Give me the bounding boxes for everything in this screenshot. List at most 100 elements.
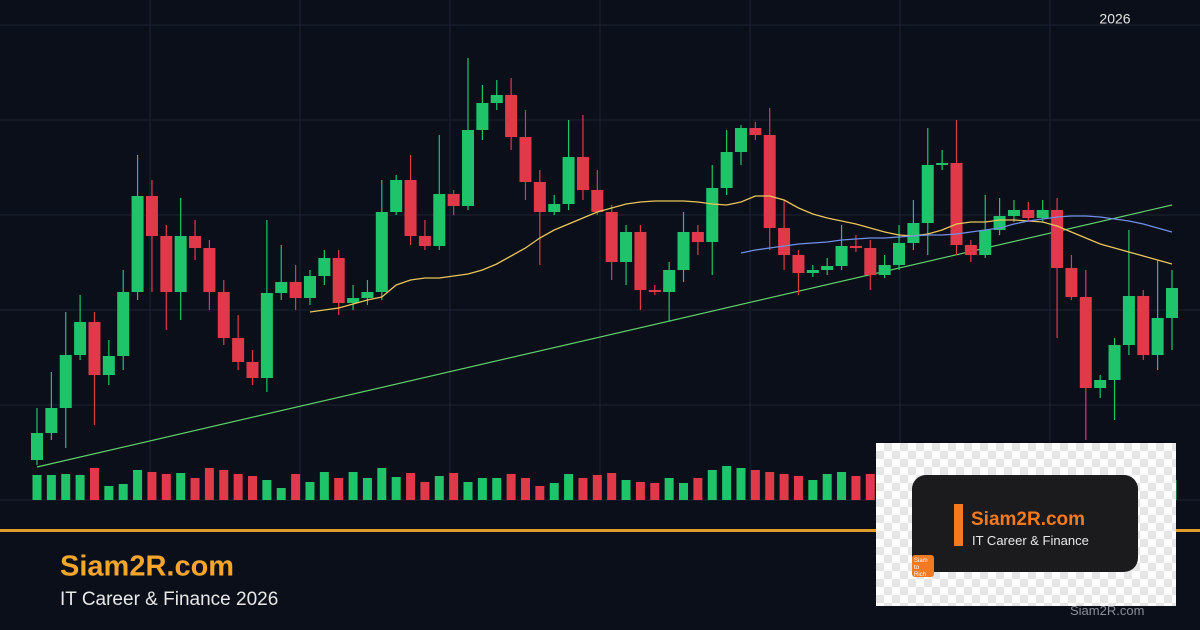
candle-body xyxy=(375,212,388,292)
candle-body xyxy=(792,255,805,273)
volume-bar xyxy=(506,474,516,500)
volume-bar xyxy=(793,476,803,500)
candle-body xyxy=(232,338,245,362)
candle-body xyxy=(1007,210,1020,216)
volume-bar xyxy=(89,468,99,500)
candle-body xyxy=(303,276,316,298)
volume-bar xyxy=(635,482,645,500)
candle-body xyxy=(519,137,532,182)
volume-bar xyxy=(463,482,473,500)
trend-line xyxy=(36,204,1173,468)
volume-bar xyxy=(779,474,789,500)
volume-bar xyxy=(822,474,832,500)
volume-bar xyxy=(492,478,502,500)
candle-body xyxy=(691,232,704,242)
candle-body xyxy=(634,232,647,290)
logo-icon: Siam to Rich xyxy=(912,555,934,578)
moving-average xyxy=(740,215,1173,254)
candle-body xyxy=(1122,296,1135,345)
candle-body xyxy=(835,246,848,266)
candle-body xyxy=(447,194,460,206)
volume-bar xyxy=(693,478,703,500)
candle-body xyxy=(318,258,331,276)
volume-bar xyxy=(707,470,717,500)
candle-body xyxy=(1051,210,1064,268)
candle-body xyxy=(720,152,733,188)
candle-body xyxy=(749,128,762,135)
volume-bar xyxy=(61,474,71,500)
candle-body xyxy=(217,292,230,338)
volume-bar xyxy=(204,468,214,500)
candle-body xyxy=(45,408,58,433)
candle-body xyxy=(117,292,130,356)
candle-body xyxy=(548,204,561,212)
volume-bar xyxy=(549,483,559,500)
volume-bar xyxy=(334,478,344,500)
candle-body xyxy=(289,282,302,298)
candle-body xyxy=(849,246,862,248)
candle-body xyxy=(921,165,934,223)
brand-title: Siam2R.com xyxy=(60,551,234,583)
volume-bar xyxy=(262,480,272,500)
candle-body xyxy=(1137,296,1150,355)
volume-bar xyxy=(348,472,358,500)
candle-body xyxy=(1166,288,1178,318)
volume-bar xyxy=(765,472,775,500)
volume-bar xyxy=(736,468,746,500)
candle-body xyxy=(361,292,374,298)
candle-body xyxy=(864,248,877,275)
candle-body xyxy=(1022,210,1035,218)
candle-body xyxy=(203,248,216,292)
volume-bar xyxy=(291,474,301,500)
volume-bar xyxy=(578,478,588,500)
volume-bar xyxy=(679,483,689,500)
candle-body xyxy=(433,194,446,246)
candle-body xyxy=(88,322,101,375)
volume-bar xyxy=(592,475,602,500)
volume-bar xyxy=(535,486,545,500)
candle-body xyxy=(189,236,202,248)
volume-bar xyxy=(477,478,487,500)
candle-body xyxy=(404,180,417,236)
candle-body xyxy=(778,228,791,255)
candle-body xyxy=(462,130,475,206)
candle-body xyxy=(145,196,158,236)
candle-body xyxy=(979,230,992,255)
volume-bar xyxy=(664,478,674,500)
candle-body xyxy=(347,298,360,303)
volume-bar xyxy=(722,466,732,500)
volume-bar xyxy=(865,474,875,500)
candle-body xyxy=(878,265,891,275)
candle-body xyxy=(706,188,719,242)
volume-bar xyxy=(607,473,617,500)
volume-bar xyxy=(808,480,818,500)
candle-body xyxy=(734,128,747,152)
candle-body xyxy=(490,95,503,103)
candle-body xyxy=(476,103,489,130)
candle-body xyxy=(677,232,690,270)
candle-body xyxy=(418,236,431,246)
volume-bar xyxy=(161,474,171,500)
candle-body xyxy=(936,163,949,165)
volume-bar xyxy=(305,482,315,500)
volume-bar xyxy=(46,475,56,500)
candle-body xyxy=(59,355,72,408)
volume-bar xyxy=(851,476,861,500)
candle-body xyxy=(907,223,920,243)
volume-bar xyxy=(147,472,157,500)
candle-body xyxy=(131,196,144,292)
logo-bar xyxy=(954,504,963,546)
candle-body xyxy=(160,236,173,292)
logo-card: Siam2R.com IT Career & Finance Siam to R… xyxy=(876,443,1176,606)
card-subtitle: IT Career & Finance xyxy=(972,533,1089,548)
volume-bar xyxy=(520,478,530,500)
volume-bar xyxy=(564,474,574,500)
candle-body xyxy=(763,135,776,228)
candle-body xyxy=(102,356,115,375)
candle-body xyxy=(821,266,834,270)
volume-bar xyxy=(621,480,631,500)
candle-body xyxy=(620,232,633,262)
caption: Siam2R.com xyxy=(1070,603,1145,618)
volume-bar xyxy=(32,475,42,500)
volume-bar xyxy=(75,475,85,500)
